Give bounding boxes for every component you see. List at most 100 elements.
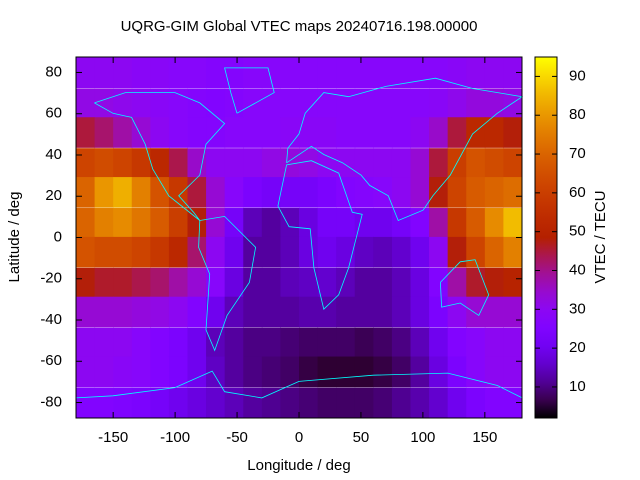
heatmap-cell	[113, 356, 133, 388]
heatmap-cell	[354, 327, 374, 359]
heatmap-cell	[113, 236, 133, 268]
y-tick-label: -40	[40, 311, 62, 328]
heatmap-cell	[94, 57, 114, 89]
x-tick-label: -100	[160, 429, 190, 446]
heatmap-cell	[299, 236, 319, 268]
heatmap-cell	[261, 57, 281, 89]
heatmap-cell	[447, 327, 467, 359]
heatmap-cell	[299, 88, 319, 119]
heatmap-cell	[150, 267, 170, 299]
heatmap-cell	[503, 208, 523, 239]
heatmap-cell	[429, 88, 449, 119]
heatmap-cell	[94, 117, 114, 148]
heatmap-cell	[206, 88, 226, 119]
heatmap-cell	[243, 177, 263, 208]
heatmap-cell	[94, 267, 114, 299]
heatmap-cell	[150, 148, 170, 179]
heatmap-cell	[187, 267, 207, 299]
heatmap-cell	[76, 267, 96, 299]
heatmap-cell	[113, 148, 133, 179]
heatmap-cell	[317, 148, 337, 179]
heatmap-cell	[243, 236, 263, 268]
heatmap-cell	[224, 208, 244, 239]
heatmap-cell	[131, 267, 151, 299]
heatmap-cell	[354, 117, 374, 148]
heatmap-cell	[131, 356, 151, 388]
heatmap-cell	[429, 57, 449, 89]
heatmap-cell	[484, 117, 504, 148]
heatmap-cell	[336, 356, 356, 388]
heatmap-cell	[187, 88, 207, 119]
heatmap-cell	[187, 387, 207, 419]
heatmap-cell	[336, 148, 356, 179]
heatmap-cell	[447, 296, 467, 328]
heatmap-cell	[466, 267, 486, 299]
heatmap-cell	[429, 208, 449, 239]
heatmap-cell	[373, 208, 393, 239]
heatmap-cell	[206, 356, 226, 388]
heatmap-cell	[336, 296, 356, 328]
coastline	[224, 67, 275, 114]
heatmap-cell	[243, 148, 263, 179]
heatmap-cell	[503, 177, 523, 208]
heatmap-cell	[299, 177, 319, 208]
heatmap-cell	[243, 88, 263, 119]
heatmap-cell	[336, 267, 356, 299]
heatmap-cell	[76, 387, 96, 419]
heatmap-cell	[484, 208, 504, 239]
coastline	[277, 160, 363, 310]
heatmap-cell	[94, 327, 114, 359]
coastline	[198, 215, 257, 352]
heatmap-cell	[391, 267, 411, 299]
heatmap-cell	[224, 177, 244, 208]
heatmap-cell	[94, 208, 114, 239]
heatmap-cell	[484, 387, 504, 419]
colorbar-tick-label: 90	[569, 67, 586, 84]
heatmap-cell	[280, 356, 300, 388]
heatmap-cell	[113, 267, 133, 299]
heatmap-cell	[243, 267, 263, 299]
heatmap-cell	[299, 387, 319, 419]
heatmap-cell	[317, 57, 337, 89]
y-tick-label: -20	[40, 270, 62, 287]
heatmap-cell	[131, 148, 151, 179]
colorbar-tick-label: 50	[569, 223, 586, 240]
heatmap-cell	[391, 148, 411, 179]
heatmap-cell	[243, 296, 263, 328]
heatmap-cell	[447, 356, 467, 388]
heatmap-cell	[261, 236, 281, 268]
heatmap-cell	[76, 356, 96, 388]
heatmap-cell	[224, 296, 244, 328]
heatmap-cell	[354, 57, 374, 89]
coastline	[94, 92, 226, 221]
heatmap-cell	[466, 296, 486, 328]
heatmap-cell	[373, 148, 393, 179]
heatmap-cell	[94, 88, 114, 119]
coastline	[286, 77, 524, 222]
heatmap-cell	[150, 356, 170, 388]
heatmap-cell	[503, 327, 523, 359]
heatmap-cell	[484, 177, 504, 208]
heatmap-cell	[224, 57, 244, 89]
x-tick-label: 100	[410, 429, 435, 446]
heatmap-cell	[317, 88, 337, 119]
heatmap-cell	[503, 148, 523, 179]
heatmap-cell	[187, 57, 207, 89]
heatmap-cell	[113, 57, 133, 89]
heatmap-cell	[466, 327, 486, 359]
heatmap-cell	[280, 208, 300, 239]
heatmap-cell	[410, 148, 430, 179]
heatmap-cell	[113, 208, 133, 239]
heatmap-cell	[354, 236, 374, 268]
heatmap-cell	[76, 57, 96, 89]
heatmap-cell	[354, 148, 374, 179]
heatmap-cell	[224, 267, 244, 299]
heatmap-cell	[354, 387, 374, 419]
heatmap-cell	[391, 387, 411, 419]
heatmap-cell	[410, 387, 430, 419]
heatmap-cell	[299, 148, 319, 179]
heatmap-cell	[168, 296, 188, 328]
heatmap-cell	[94, 148, 114, 179]
heatmap-cell	[447, 177, 467, 208]
heatmap-cell	[336, 208, 356, 239]
